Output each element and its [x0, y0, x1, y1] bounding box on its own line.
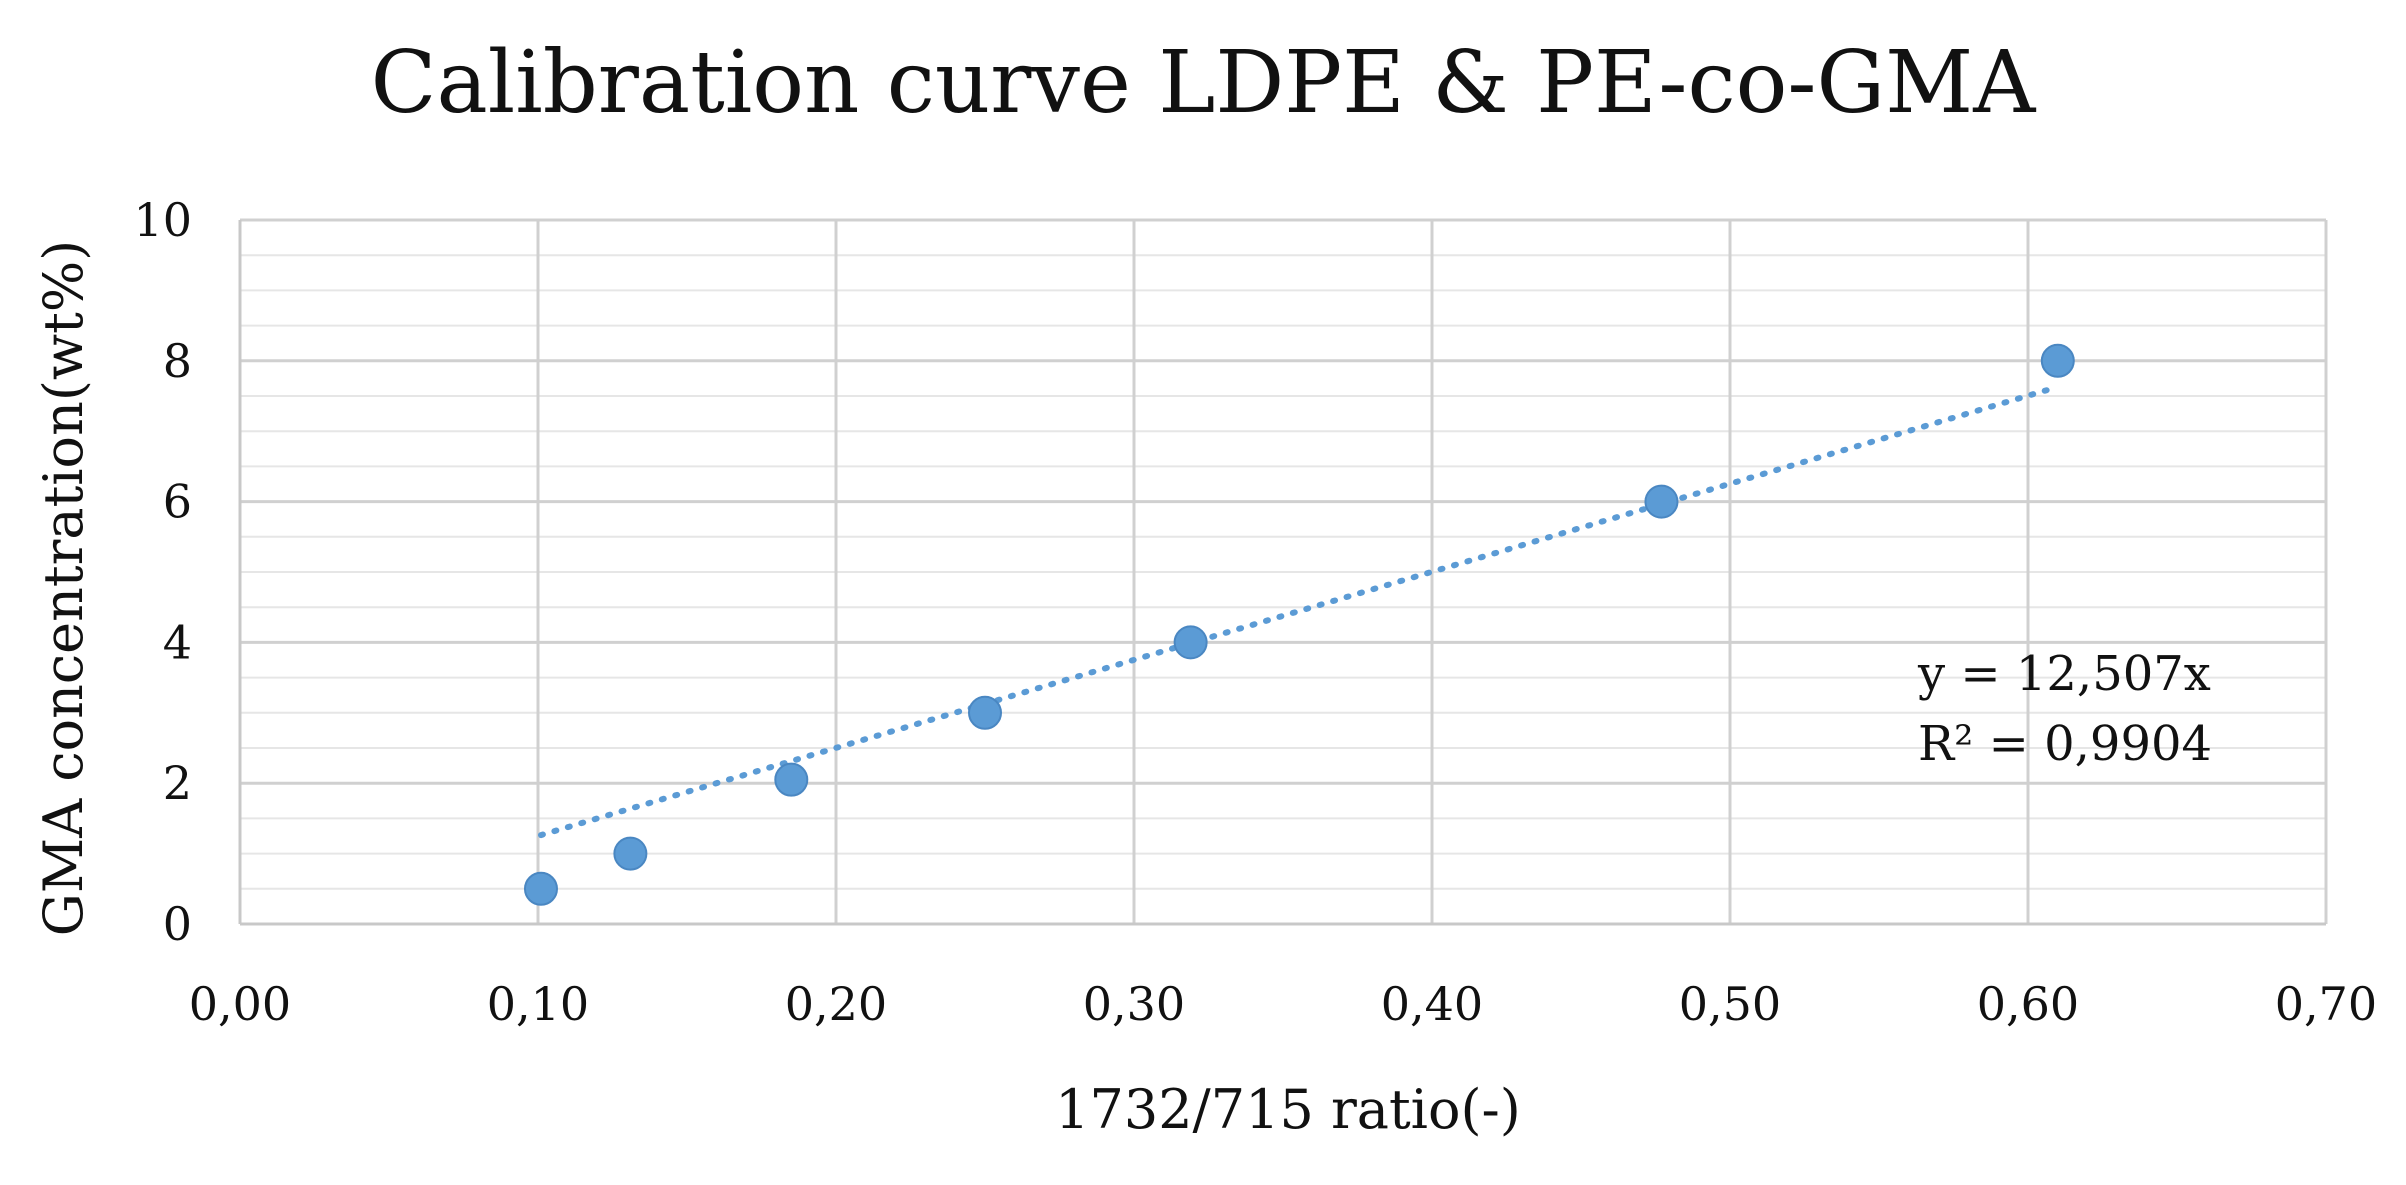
y-tick-label: 2	[163, 756, 192, 810]
y-tick-label: 4	[163, 615, 192, 669]
trendline	[537, 383, 2061, 839]
y-tick-labels: 0 2 4 6 8 10	[133, 193, 192, 951]
x-axis-label: 1732/715 ratio(-)	[1055, 1078, 1521, 1141]
x-tick-label: 0,60	[1977, 977, 2079, 1031]
data-point	[774, 762, 809, 797]
trendline-equation: y = 12,507x	[1917, 646, 2211, 702]
data-point	[523, 871, 558, 906]
x-tick-label: 0,70	[2275, 977, 2377, 1031]
y-tick-label: 10	[133, 193, 192, 247]
chart-title: Calibration curve LDPE & PE-co-GMA	[371, 33, 2037, 133]
data-point	[613, 836, 648, 871]
x-tick-label: 0,00	[189, 977, 291, 1031]
x-tick-label: 0,30	[1083, 977, 1185, 1031]
y-tick-label: 0	[163, 897, 192, 951]
data-point	[968, 695, 1002, 730]
x-tick-label: 0,20	[785, 977, 887, 1031]
minor-gridlines	[240, 254, 2326, 890]
y-tick-label: 8	[163, 334, 192, 388]
data-point	[1173, 625, 1208, 660]
data-point	[1644, 484, 1679, 519]
trendline-layer	[537, 383, 2061, 839]
y-tick-label: 6	[163, 475, 192, 529]
x-tick-label: 0,50	[1679, 977, 1781, 1031]
x-tick-label: 0,10	[487, 977, 589, 1031]
trendline-r-squared: R² = 0,9904	[1918, 716, 2212, 772]
y-axis-label: GMA concentration(wt%)	[32, 240, 95, 936]
x-tick-labels: 0,00 0,10 0,20 0,30 0,40 0,50 0,60 0,70	[189, 977, 2377, 1031]
plot-frame	[238, 220, 2326, 926]
data-points	[523, 343, 2075, 906]
x-tick-label: 0,40	[1381, 977, 1483, 1031]
data-point	[2040, 343, 2075, 378]
